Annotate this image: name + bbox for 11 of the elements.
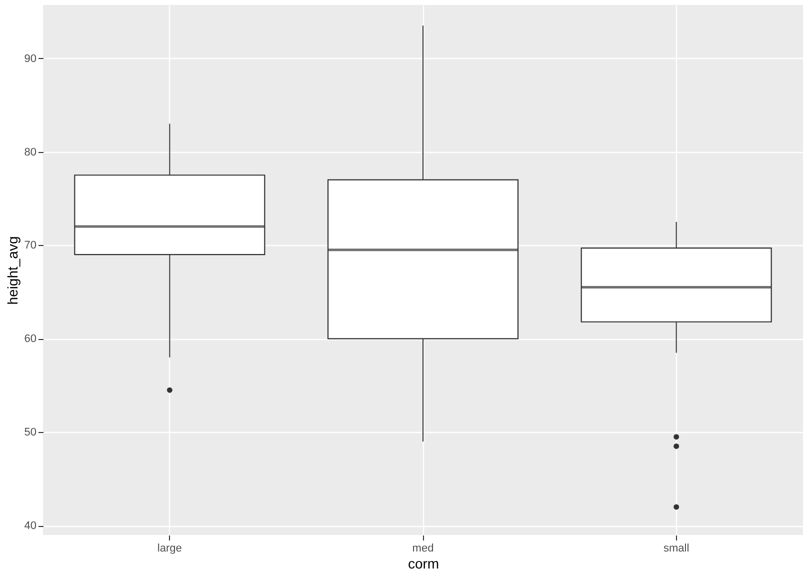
y-tick-label: 60: [24, 333, 36, 346]
y-tick-label: 50: [24, 426, 36, 439]
y-tick-label: 40: [24, 520, 36, 532]
y-tick-label: 70: [24, 240, 36, 252]
x-tick-label: small: [663, 542, 690, 554]
x-axis-title: corm: [408, 556, 440, 572]
y-tick-label: 80: [24, 146, 36, 158]
x-tick-label: large: [157, 542, 182, 554]
y-tick-label: 90: [24, 52, 36, 65]
x-tick-label: med: [412, 542, 434, 554]
y-axis-title: height_avg: [4, 236, 20, 305]
